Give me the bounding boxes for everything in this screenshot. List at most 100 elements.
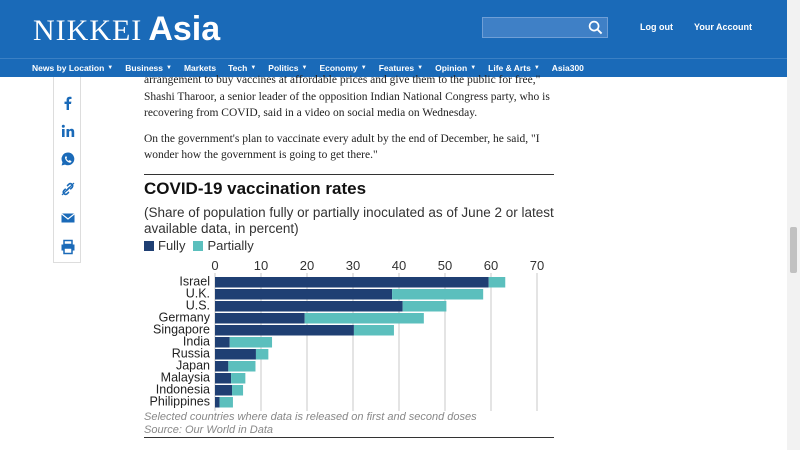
site-header: NIKKEI Asia Log out Your Account News by… — [0, 0, 800, 77]
category-label: Philippines — [150, 395, 210, 409]
nav-item-label: Politics — [268, 62, 299, 73]
nav-item-label: Opinion — [435, 62, 468, 73]
logo-nikkei-text: NIKKEI — [33, 14, 143, 47]
bar-fully — [215, 361, 229, 372]
nav-item-economy[interactable]: Economy ▼ — [319, 63, 366, 73]
nav-item-label: Tech — [228, 62, 248, 73]
chart-source: Source: Our World in Data — [144, 424, 273, 436]
bar-fully — [215, 325, 354, 336]
nav-item-business[interactable]: Business ▼ — [125, 63, 172, 73]
chart-bottom-rule — [144, 437, 554, 438]
link-icon[interactable] — [60, 181, 76, 197]
chart-subtitle: (Share of population fully or partially … — [144, 205, 554, 236]
category-label: U.K. — [186, 287, 210, 301]
chart-note: Selected countries where data is release… — [144, 411, 477, 423]
logo-asia-text: Asia — [148, 10, 221, 48]
chart-notes: Selected countries where data is release… — [144, 411, 477, 437]
legend-label-partially: Partially — [207, 238, 254, 253]
bar-fully — [215, 385, 233, 396]
share-bar — [53, 77, 81, 263]
x-tick-label: 40 — [392, 258, 406, 273]
chart-legend: Fully Partially — [144, 238, 262, 253]
bar-fully — [215, 289, 393, 300]
chevron-down-icon: ▼ — [250, 64, 257, 71]
article-paragraph: arrangement to buy vaccines at affordabl… — [144, 74, 550, 119]
legend-swatch-partially — [193, 240, 204, 251]
search-icon[interactable] — [588, 20, 603, 35]
nav-item-label: Features — [378, 62, 415, 73]
nav-item-label: Life & Arts — [488, 62, 531, 73]
x-tick-label: 10 — [254, 258, 268, 273]
nikkei-asia-logo[interactable]: NIKKEI Asia — [33, 10, 220, 49]
chevron-down-icon: ▼ — [533, 64, 540, 71]
chart-title: COVID-19 vaccination rates — [144, 179, 367, 198]
chevron-down-icon: ▼ — [107, 64, 114, 71]
facebook-icon[interactable] — [60, 95, 76, 111]
nav-item-label: Asia300 — [551, 62, 584, 73]
bar-partially — [228, 361, 256, 372]
linkedin-icon[interactable] — [60, 123, 76, 139]
bar-fully — [215, 337, 230, 348]
chevron-down-icon: ▼ — [166, 64, 172, 71]
bar-partially — [232, 385, 244, 396]
logout-link[interactable]: Log out — [640, 22, 673, 32]
nav-item-label: Business — [125, 62, 164, 73]
bar-fully — [215, 277, 489, 288]
bar-partially — [219, 397, 233, 408]
nav-item-features[interactable]: Features ▼ — [379, 63, 423, 73]
bar-fully — [215, 349, 256, 360]
bar-partially — [304, 313, 424, 324]
legend-label-fully: Fully — [158, 238, 186, 253]
chevron-down-icon: ▼ — [360, 64, 367, 71]
x-tick-label: 60 — [484, 258, 498, 273]
category-label: Indonesia — [156, 383, 210, 397]
legend-item-fully: Fully — [144, 238, 185, 253]
nav-item-markets[interactable]: Markets — [184, 63, 216, 73]
category-label: Malaysia — [161, 371, 210, 385]
category-label: Germany — [159, 311, 211, 325]
search-input[interactable] — [483, 18, 607, 37]
category-label: Israel — [179, 275, 210, 289]
bar-fully — [215, 373, 232, 384]
legend-item-partially: Partially — [193, 238, 254, 253]
main-nav: News by Location ▼ Business ▼ Markets Tech ▼ Po… — [0, 58, 800, 76]
chevron-down-icon: ▼ — [301, 64, 308, 71]
x-tick-label: 30 — [346, 258, 360, 273]
nav-item-label: Markets — [183, 62, 217, 73]
x-tick-label: 50 — [438, 258, 452, 273]
category-label: India — [183, 335, 210, 349]
bar-partially — [353, 325, 394, 336]
search-box — [482, 17, 608, 38]
x-tick-label: 0 — [211, 258, 218, 273]
bar-fully — [215, 301, 403, 312]
category-label: Singapore — [153, 323, 210, 337]
category-label: Russia — [172, 347, 210, 361]
article-body: arrangement to buy vaccines at affordabl… — [144, 72, 554, 173]
nav-item-life-arts[interactable]: Life & Arts ▼ — [488, 63, 540, 73]
bar-partially — [402, 301, 447, 312]
x-tick-label: 70 — [530, 258, 544, 273]
nav-item-label: Economy — [319, 62, 358, 73]
page-scrollbar[interactable] — [787, 0, 800, 450]
chevron-down-icon: ▼ — [470, 64, 477, 71]
bar-partially — [255, 349, 269, 360]
bar-partially — [229, 337, 273, 348]
nav-item-news-by-location[interactable]: News by Location ▼ — [32, 63, 113, 73]
nav-item-asia300[interactable]: Asia300 — [552, 63, 584, 73]
chevron-down-icon: ▼ — [417, 64, 424, 71]
x-tick-label: 20 — [300, 258, 314, 273]
nav-item-tech[interactable]: Tech ▼ — [228, 63, 256, 73]
legend-swatch-fully — [144, 240, 154, 251]
print-icon[interactable] — [60, 239, 76, 255]
whatsapp-icon[interactable] — [60, 151, 76, 167]
bar-partially — [392, 289, 484, 300]
bar-fully — [215, 397, 220, 408]
nav-item-opinion[interactable]: Opinion ▼ — [435, 63, 476, 73]
nav-item-politics[interactable]: Politics ▼ — [268, 63, 307, 73]
your-account-link[interactable]: Your Account — [694, 22, 752, 32]
chart-top-rule — [144, 174, 554, 175]
scrollbar-thumb[interactable] — [790, 227, 797, 273]
email-icon[interactable] — [60, 210, 76, 226]
category-label: U.S. — [186, 299, 210, 313]
bar-partially — [231, 373, 246, 384]
